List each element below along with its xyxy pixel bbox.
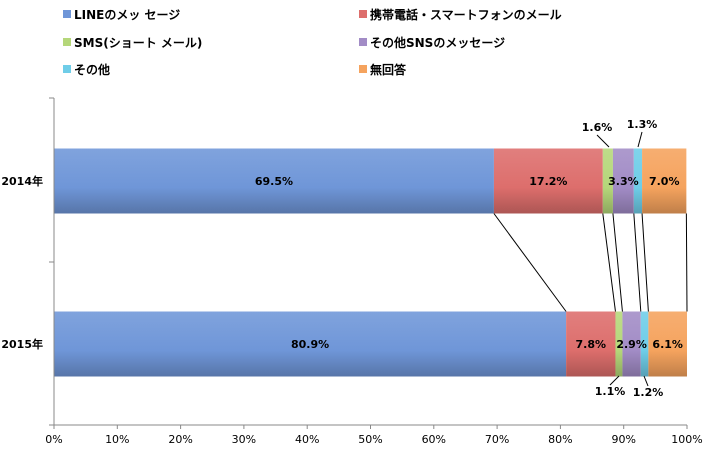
x-tick-label: 40% <box>295 433 319 446</box>
bars <box>54 148 687 377</box>
category-label: 2014年 <box>1 174 43 188</box>
legend-label: その他SNSのメッセージ <box>370 35 505 50</box>
data-label: 1.2% <box>633 386 664 399</box>
x-tick-label: 0% <box>45 433 62 446</box>
legend-swatch <box>359 65 367 73</box>
legend-swatch <box>63 65 71 73</box>
series-connector <box>493 213 567 312</box>
data-label: 69.5% <box>255 175 293 188</box>
axes: 0% 10% 20% 30% 40% 50% 60% 70% 80% 90% 100% 2014年 20… <box>1 97 703 446</box>
data-label: 1.6% <box>582 121 613 134</box>
data-label: 17.2% <box>529 175 567 188</box>
series-connector <box>602 213 616 312</box>
bar-segment <box>622 311 641 377</box>
data-label: 7.0% <box>649 175 680 188</box>
data-label: 1.3% <box>627 118 658 131</box>
bar-segment <box>615 311 623 377</box>
x-tick-label: 90% <box>611 433 635 446</box>
data-label: 2.9% <box>616 338 647 351</box>
label-leader <box>643 375 649 387</box>
bar-segment <box>54 311 567 377</box>
bar-segment <box>602 148 613 214</box>
x-tick-label: 30% <box>232 433 256 446</box>
series-connectors <box>493 213 688 312</box>
label-leader <box>596 134 610 148</box>
legend-swatch <box>63 10 71 18</box>
label-leader <box>609 375 620 386</box>
legend-label: その他 <box>74 62 110 77</box>
bar-segment <box>566 311 616 377</box>
series-connector <box>633 213 642 312</box>
x-tick-label: 80% <box>548 433 572 446</box>
x-tick-label: 10% <box>105 433 129 446</box>
category-label: 2015年 <box>1 337 43 351</box>
x-tick-label: 70% <box>485 433 509 446</box>
bar-segment <box>648 311 687 377</box>
x-tick-label: 50% <box>358 433 382 446</box>
legend-label: 携帯電話・スマートフォンのメール <box>370 7 562 22</box>
x-tick-label: 60% <box>422 433 446 446</box>
legend-label: 無回答 <box>370 62 407 77</box>
x-tick-label: 100% <box>671 433 702 446</box>
legend-swatch <box>359 38 367 46</box>
bar-segment <box>633 148 643 214</box>
series-connector <box>612 213 623 312</box>
data-label: 7.8% <box>576 338 607 351</box>
bar-segment <box>493 148 603 214</box>
bar-segment <box>612 148 634 214</box>
data-label: 3.3% <box>608 175 639 188</box>
data-label: 80.9% <box>291 338 329 351</box>
label-leader <box>637 131 643 148</box>
data-label: 1.1% <box>595 385 626 398</box>
series-connector <box>641 213 649 312</box>
data-label: 6.1% <box>652 338 683 351</box>
legend-label: LINEのメッ セージ <box>74 8 180 22</box>
series-connector <box>685 213 688 312</box>
bar-segment <box>640 311 649 377</box>
bar-segment <box>642 148 687 214</box>
legend-swatch <box>359 10 367 18</box>
data-labels: 69.5% 17.2% 1.6% 3.3% 1.3% 7.0% 80.9% 7.8% 1.1% 2… <box>255 118 683 399</box>
bar-segment <box>54 148 494 214</box>
legend-label: SMS(ショート メール) <box>74 36 202 50</box>
x-tick-label: 20% <box>168 433 192 446</box>
legend: LINEのメッ セージ 携帯電話・スマートフォンのメール SMS(ショート メール)… <box>63 7 562 77</box>
legend-swatch <box>63 38 71 46</box>
